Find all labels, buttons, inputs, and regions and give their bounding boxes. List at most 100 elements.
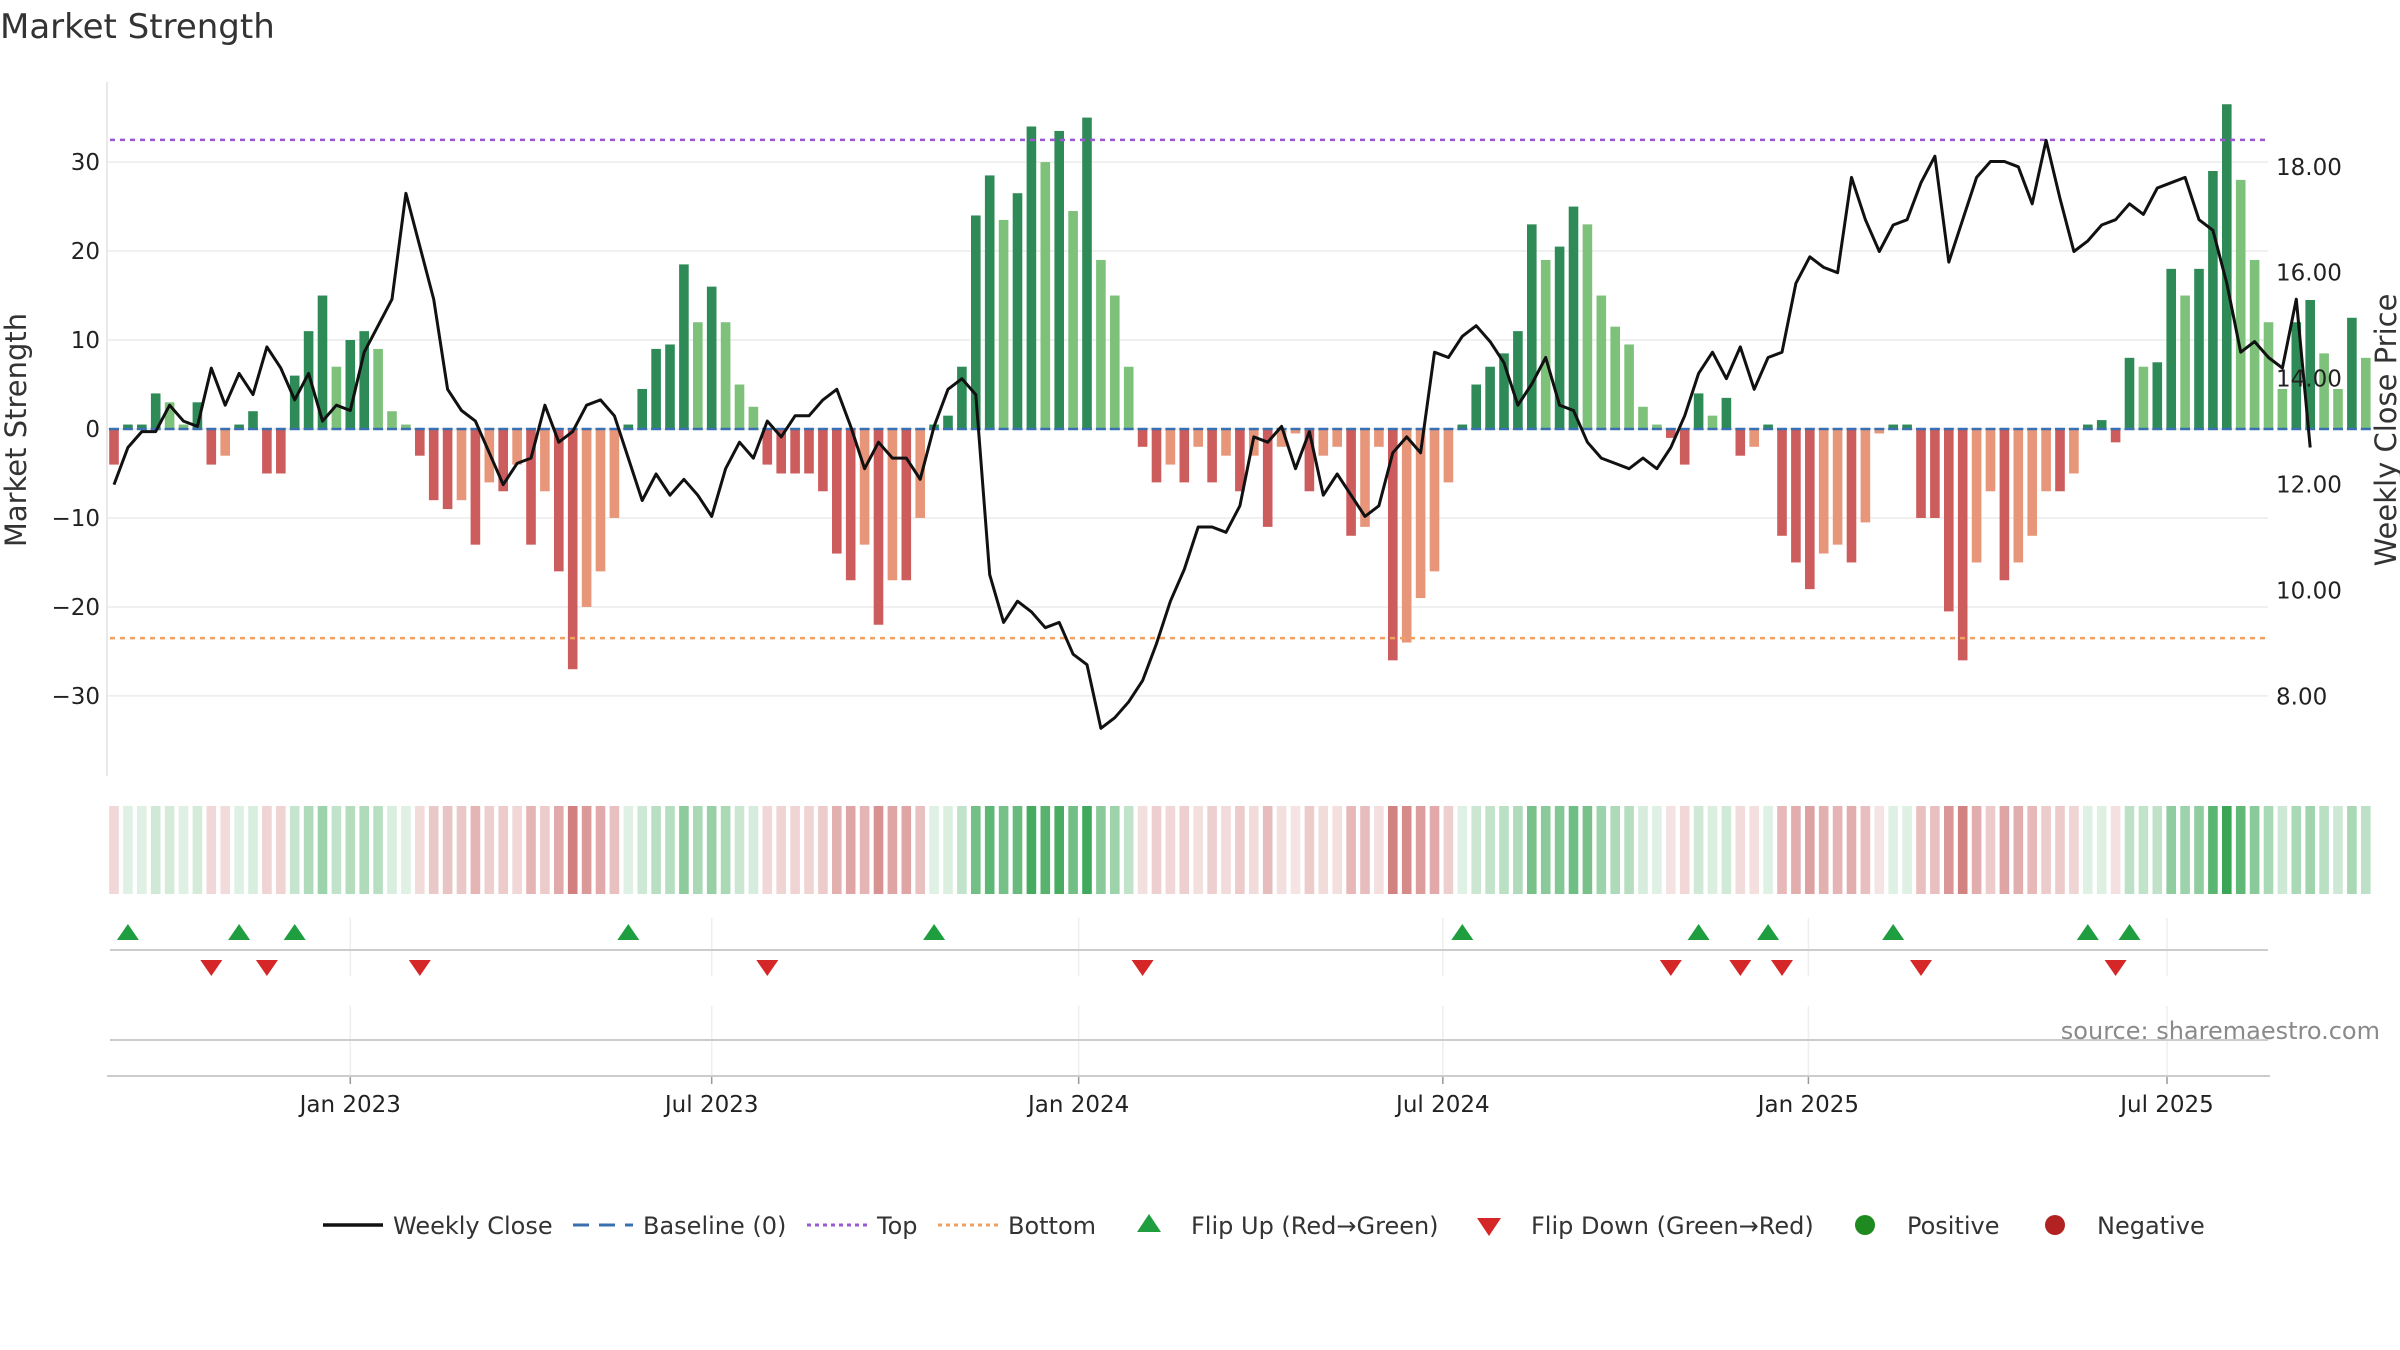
strip-cell (1499, 806, 1509, 894)
strip-cell (1249, 806, 1259, 894)
strip-cell (1262, 806, 1273, 894)
strength-bar (1304, 429, 1315, 492)
strip-cell (1999, 806, 2010, 894)
strength-bar (540, 429, 550, 492)
strip-cell (748, 806, 759, 894)
strip-cell (1791, 806, 1801, 894)
strength-bar (748, 406, 759, 429)
strip-cell (637, 806, 647, 894)
strip-cell (845, 806, 856, 894)
strip-cell (790, 806, 800, 894)
strength-bar (428, 429, 439, 501)
strip-cell (1221, 806, 1231, 894)
strength-bar (651, 348, 661, 429)
strength-bar (2249, 259, 2260, 429)
strength-bar (2333, 388, 2343, 429)
flip-up-marker (283, 924, 306, 940)
right-tick-label: 12.00 (2276, 473, 2342, 499)
strip-cell (415, 806, 425, 894)
strip-cell (123, 806, 133, 894)
strip-cell (998, 806, 1009, 894)
strip-cell (359, 806, 369, 894)
strip-cell (470, 806, 481, 894)
strip-cell (623, 806, 634, 894)
strip-cell (2263, 806, 2274, 894)
strip-cell (2222, 806, 2232, 894)
strip-cell (1026, 806, 1037, 894)
strength-bar (373, 348, 383, 429)
strength-bar (693, 322, 703, 429)
strength-bar (554, 429, 564, 572)
strip-cell (1721, 806, 1732, 894)
strip-cell (1527, 806, 1537, 894)
strip-cell (1082, 806, 1092, 894)
legend-label: Positive (1907, 1212, 2000, 1240)
strip-cell (1401, 806, 1412, 894)
strength-bar (1040, 162, 1051, 430)
strip-cell (818, 806, 828, 894)
strength-bar (1944, 429, 1954, 612)
source-note: source: sharemaestro.com (2061, 1017, 2380, 1045)
strength-bar (1596, 295, 1607, 429)
strength-bar (415, 429, 425, 456)
strip-cell (2166, 806, 2176, 894)
strip-cell (1568, 806, 1579, 894)
strength-bar (1513, 331, 1523, 429)
strength-bar (1137, 429, 1148, 447)
strip-cell (248, 806, 258, 894)
strength-bar (2041, 429, 2051, 492)
strip-cell (2347, 806, 2357, 894)
strip-cell (2319, 806, 2329, 894)
strip-cell (1374, 806, 1384, 894)
strength-bar (1902, 424, 1912, 429)
strip-cell (1415, 806, 1426, 894)
strength-bar (387, 411, 397, 429)
strip-cell (2180, 806, 2190, 894)
strip-cell (581, 806, 592, 894)
strip-cell (706, 806, 717, 894)
strength-bar (1443, 429, 1454, 483)
strength-bar (1026, 126, 1037, 429)
strength-bar (790, 429, 800, 474)
strength-bar (1415, 429, 1426, 599)
strength-bar (359, 331, 369, 429)
strip-cell (915, 806, 925, 894)
strip-cell (1318, 806, 1329, 894)
strength-bar (1554, 246, 1565, 429)
strip-cell (109, 806, 119, 894)
strip-cell (1874, 806, 1885, 894)
strength-bar (998, 219, 1009, 429)
strength-bar (623, 424, 634, 429)
strength-bar (1012, 193, 1023, 429)
strip-cell (859, 806, 870, 894)
strip-cell (484, 806, 495, 894)
strength-bar (1318, 429, 1329, 456)
strength-bar (1332, 429, 1342, 447)
strength-bar (2138, 366, 2149, 429)
strip-cell (651, 806, 661, 894)
strength-bar (1346, 429, 1356, 536)
strength-bar (873, 429, 884, 625)
strength-bar (1985, 429, 1996, 492)
strength-bar (1082, 117, 1092, 429)
flip-up-marker (1757, 924, 1780, 940)
strip-cell (2013, 806, 2024, 894)
strength-bar (1888, 424, 1898, 429)
flip-up-marker (1687, 924, 1710, 940)
flip-up-marker (617, 924, 640, 940)
strength-bar (665, 344, 675, 429)
legend-label: Weekly Close (393, 1212, 553, 1240)
strip-cell (1679, 806, 1690, 894)
strip-cell (345, 806, 356, 894)
legend-swatch-flip-up (1137, 1214, 1161, 1232)
strength-bar (679, 264, 689, 429)
strength-bar (1179, 429, 1190, 483)
strength-bar (1832, 429, 1843, 545)
strength-bar (2347, 317, 2357, 429)
strip-cell (2291, 806, 2302, 894)
strip-cell (1054, 806, 1064, 894)
strength-bar (2166, 268, 2176, 429)
strip-cell (220, 806, 230, 894)
strip-cell (1832, 806, 1843, 894)
